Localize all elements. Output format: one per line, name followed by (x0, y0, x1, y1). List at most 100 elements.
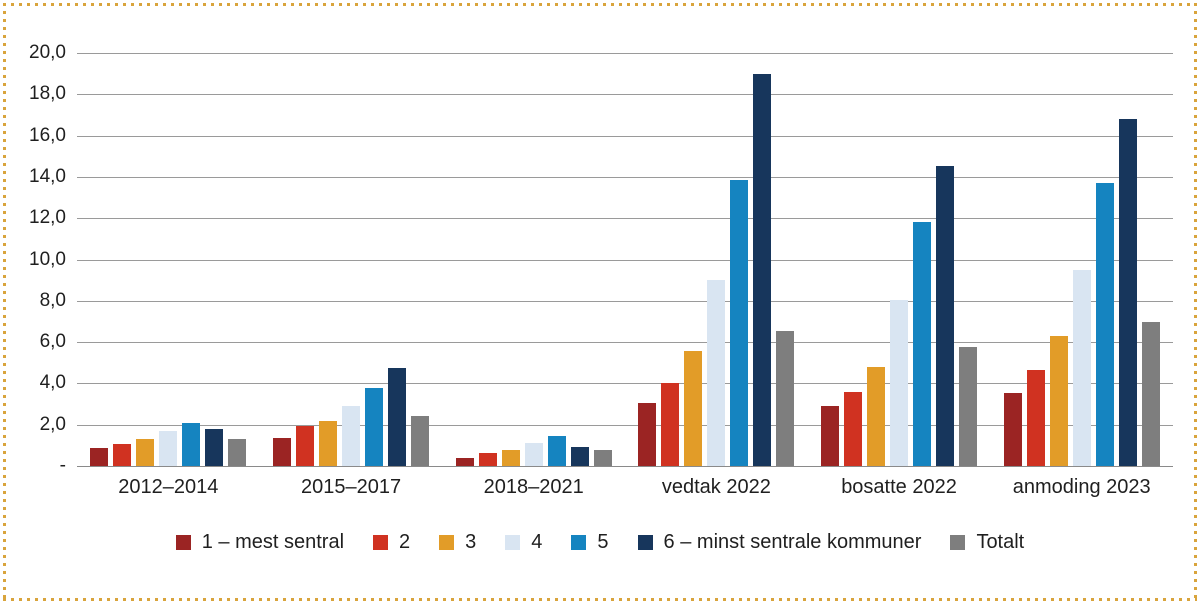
legend: 1 – mest sentral 2 3 4 5 6 – minst sentrale k… (0, 531, 1200, 554)
bar-group (820, 53, 977, 466)
bar (889, 299, 908, 466)
legend-item: 5 (571, 531, 609, 554)
gridline (77, 342, 1173, 344)
dotted-border-left (3, 3, 6, 601)
y-axis-tick-label: 14,0 (29, 165, 66, 187)
legend-item: 6 – minst sentrale kommuner (637, 531, 922, 554)
bar (958, 347, 977, 466)
y-axis-tick-label: 6,0 (39, 331, 66, 353)
dotted-border-right (1194, 3, 1197, 601)
legend-label: Totalt (976, 531, 1025, 553)
bar (1118, 119, 1137, 466)
bar (684, 351, 703, 466)
x-axis-category-label: 2018–2021 (483, 476, 584, 498)
bar (866, 366, 885, 466)
legend-item: 1 – mest sentral (175, 531, 345, 554)
bar (776, 330, 795, 466)
bar (159, 430, 178, 466)
bar (1049, 335, 1068, 466)
bar (318, 420, 337, 466)
x-axis-category-label: vedtak 2022 (661, 476, 771, 498)
bar-group (272, 53, 429, 466)
x-axis-category-label: anmoding 2023 (1012, 476, 1151, 498)
y-axis-tick-label: 8,0 (39, 289, 66, 311)
bar (136, 439, 155, 466)
legend-label: 6 – minst sentrale kommuner (663, 531, 922, 553)
bar (730, 180, 749, 466)
dotted-border-bottom (3, 598, 1197, 601)
bar (638, 403, 657, 466)
bar (707, 280, 726, 466)
y-axis-tick-label: 2,0 (39, 413, 66, 435)
legend-swatch (175, 535, 191, 550)
bar (90, 448, 109, 466)
gridline (77, 424, 1173, 426)
bar (661, 383, 680, 466)
bar (455, 457, 474, 466)
bar (228, 439, 247, 466)
bar (935, 165, 954, 466)
bar (593, 449, 612, 466)
gridline (77, 383, 1173, 385)
legend-label: 1 – mest sentral (201, 531, 345, 553)
y-axis-tick-label: 18,0 (29, 83, 66, 105)
y-axis-tick-label: 12,0 (29, 207, 66, 229)
legend-swatch (637, 535, 653, 550)
bar (387, 367, 406, 466)
gridline (77, 218, 1173, 220)
x-axis-category-label: 2012–2014 (118, 476, 219, 498)
legend-swatch (950, 535, 966, 550)
bar (1003, 392, 1022, 466)
legend-item: 3 (439, 531, 476, 554)
gridline (77, 300, 1173, 302)
legend-label: 3 (465, 531, 477, 553)
legend-swatch (439, 535, 455, 550)
bar (295, 425, 314, 466)
x-axis-category-label: bosatte 2022 (841, 476, 957, 498)
bar-group (90, 53, 247, 466)
legend-item: Totalt (950, 531, 1024, 554)
bar (1026, 370, 1045, 466)
y-axis-tick-label: 16,0 (29, 124, 66, 146)
legend-label: 5 (597, 531, 609, 553)
bar (1141, 321, 1160, 466)
legend-label: 4 (531, 531, 543, 553)
bar (501, 449, 520, 466)
legend-label: 2 (399, 531, 411, 553)
bar (843, 391, 862, 466)
bar (547, 436, 566, 466)
bar (820, 406, 839, 466)
legend-swatch (505, 535, 521, 550)
x-axis-category-label: 2015–2017 (300, 476, 402, 498)
y-axis-tick-label: 4,0 (39, 372, 66, 394)
bar (205, 428, 224, 466)
gridline (77, 176, 1173, 178)
bar (524, 443, 543, 466)
legend-item: 2 (373, 531, 410, 554)
bar (113, 444, 132, 466)
gridline (77, 94, 1173, 96)
bar (912, 222, 931, 466)
bar (410, 416, 429, 466)
gridline (77, 259, 1173, 261)
bar-group (1003, 53, 1160, 466)
y-axis-tick-label: - (59, 455, 66, 476)
y-axis-tick-label: 10,0 (29, 248, 66, 270)
gridline (77, 53, 1173, 54)
x-axis-labels: 2012–2014 2015–2017 2018–2021 vedtak 2022 bo… (77, 476, 1173, 499)
bar (1095, 183, 1114, 466)
bar (478, 452, 497, 466)
bar (182, 422, 201, 466)
gridline (77, 135, 1173, 137)
x-axis-line (77, 466, 1173, 467)
legend-swatch (571, 535, 587, 550)
bar-group (455, 53, 612, 466)
bar (272, 438, 291, 466)
dotted-border-top (3, 3, 1197, 6)
plot-area (77, 53, 1173, 466)
legend-item: 4 (505, 531, 542, 554)
y-axis-tick-label: 20,0 (29, 42, 66, 63)
bar (1072, 269, 1091, 466)
bar-group (638, 53, 795, 466)
